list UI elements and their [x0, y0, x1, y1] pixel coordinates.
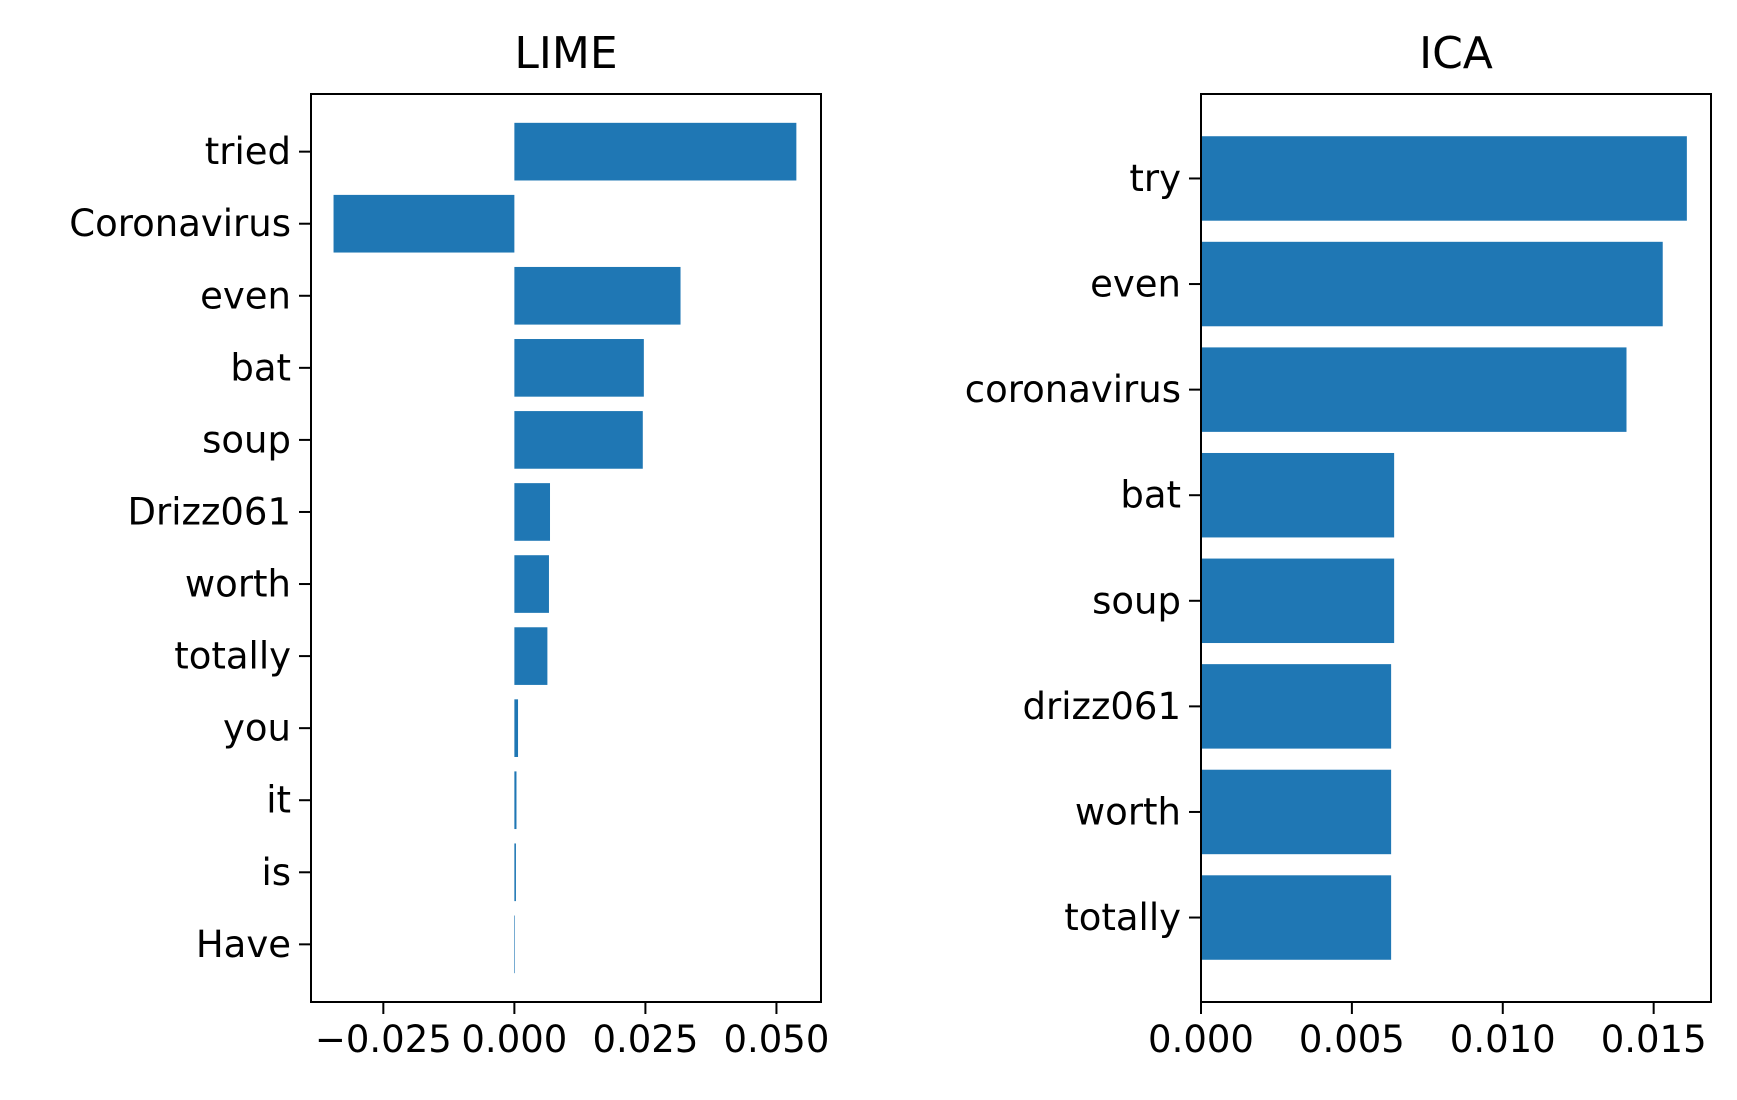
y-tick-label-soup: soup — [202, 418, 291, 461]
y-tick-label-you: you — [223, 707, 291, 750]
y-tick-label-worth: worth — [185, 563, 291, 606]
ica-chart: try even coronavirus bat soup drizz061 worth to… — [965, 28, 1712, 1061]
x-tick-label: 0.010 — [1450, 1018, 1556, 1061]
bar-drizz061 — [1201, 664, 1392, 749]
y-tick-label-even: even — [1090, 263, 1181, 306]
lime-chart: tried Coronavirus even bat soup Drizz061 worth… — [69, 28, 829, 1061]
bar-tried — [514, 122, 797, 181]
y-tick-label-drizz061: Drizz061 — [128, 490, 291, 533]
x-tick-label: −0.025 — [315, 1018, 452, 1061]
bar-soup — [514, 411, 643, 469]
bar-totally — [514, 627, 548, 685]
bar-worth — [1201, 769, 1392, 855]
y-tick-label-totally: totally — [174, 635, 291, 678]
bar-totally — [1201, 875, 1392, 960]
bar-have — [514, 915, 515, 974]
y-tick-label-it: it — [266, 779, 291, 822]
bar-try — [1201, 136, 1687, 221]
bar-it — [514, 771, 517, 830]
y-tick-label-worth: worth — [1075, 790, 1181, 833]
y-tick-label-bat: bat — [1120, 474, 1181, 517]
x-tick-label: 0.000 — [1148, 1018, 1254, 1061]
bar-coronavirus — [333, 194, 515, 253]
axes-frame — [310, 93, 822, 1003]
bar-worth — [514, 555, 549, 613]
y-tick-label-have: Have — [196, 923, 291, 966]
y-tick-label-coronavirus: Coronavirus — [69, 202, 291, 245]
bar-bat — [514, 339, 644, 397]
x-tick-label: 0.000 — [461, 1018, 567, 1061]
bar-bat — [1201, 452, 1395, 538]
y-tick-label-soup: soup — [1092, 579, 1181, 622]
bar-coronavirus — [1201, 347, 1627, 432]
bar-is — [514, 843, 516, 902]
y-tick-label-drizz061: drizz061 — [1023, 685, 1181, 728]
x-tick-label: 0.050 — [723, 1018, 829, 1061]
bar-you — [514, 699, 519, 757]
chart-title: ICA — [1419, 28, 1493, 79]
y-tick-label-coronavirus: coronavirus — [965, 368, 1181, 411]
bar-even — [1201, 241, 1663, 327]
x-tick-label: 0.015 — [1601, 1018, 1707, 1061]
y-tick-label-even: even — [200, 274, 291, 317]
y-tick-label-is: is — [261, 851, 291, 894]
x-tick-label: 0.025 — [592, 1018, 698, 1061]
y-tick-label-bat: bat — [230, 346, 291, 389]
y-tick-label-try: try — [1129, 157, 1181, 200]
bar-drizz061 — [514, 483, 551, 541]
axes-frame — [1200, 93, 1712, 1003]
y-tick-label-totally: totally — [1064, 896, 1181, 939]
bar-even — [514, 266, 681, 325]
x-tick-label: 0.005 — [1299, 1018, 1405, 1061]
y-tick-label-tried: tried — [205, 130, 291, 173]
bar-soup — [1201, 558, 1395, 644]
chart-title: LIME — [514, 28, 617, 79]
